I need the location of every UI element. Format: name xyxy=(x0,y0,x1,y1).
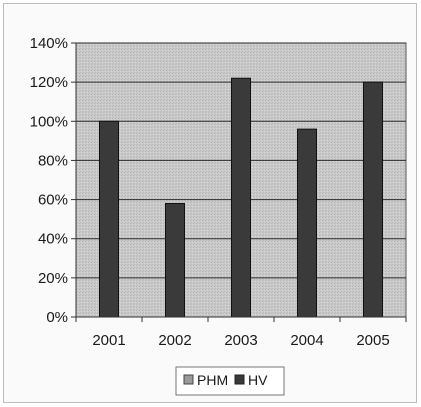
y-tick-label: 60% xyxy=(38,192,68,209)
y-tick-label: 100% xyxy=(30,113,68,130)
y-tick-label: 20% xyxy=(38,270,68,287)
bar-hv-2005 xyxy=(363,81,383,318)
x-axis-ticks: 2001 2002 2003 2004 2005 xyxy=(75,317,407,349)
bar-hv-2004 xyxy=(297,128,317,318)
y-tick-label: 0% xyxy=(46,309,68,326)
legend-swatch-phm xyxy=(183,374,194,385)
bar-hv-2003 xyxy=(231,77,251,318)
legend-label-phm: PHM xyxy=(197,372,228,388)
bar-hv-2001 xyxy=(99,120,119,318)
legend-label-hv: HV xyxy=(248,372,268,388)
y-tick-label: 140% xyxy=(30,35,68,52)
x-tick-label: 2005 xyxy=(356,332,389,349)
x-tick-label: 2003 xyxy=(224,332,257,349)
bars xyxy=(99,77,383,318)
x-tick-label: 2001 xyxy=(92,332,125,349)
bar-chart: 0%20%40%60%80%100%120%140% 2001 2002 2003 2… xyxy=(30,35,407,396)
legend-swatch-hv xyxy=(234,374,245,385)
x-tick-label: 2002 xyxy=(158,332,191,349)
legend-box xyxy=(175,366,285,396)
y-tick-label: 40% xyxy=(38,231,68,248)
y-tick-label: 120% xyxy=(30,74,68,91)
x-tick-label: 2004 xyxy=(290,332,323,349)
chart-frame: 0% 20% 40% 60% 80% 100% 120% 140% 2001 2002 2003 2… xyxy=(3,3,417,403)
legend: PHM HV xyxy=(175,366,285,396)
bar-hv-2002 xyxy=(165,202,185,318)
y-tick-label: 80% xyxy=(38,152,68,169)
y-axis-ticks: 0% 20% 40% 60% 80% 100% 120% 140% xyxy=(30,35,76,326)
